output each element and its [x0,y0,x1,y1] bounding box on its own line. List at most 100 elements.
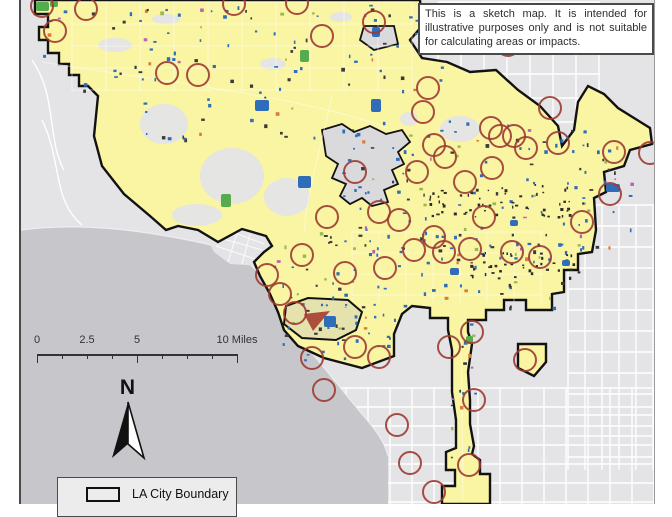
scale-bar: 0 2.5 5 10 Miles [0,332,300,372]
project-site-marker [398,451,422,475]
project-site-marker [472,205,496,229]
project-site-marker [30,0,54,18]
park-patch [221,194,231,207]
scale-tick [87,354,88,359]
scale-label-0: 0 [33,334,41,346]
project-site-marker [457,453,481,477]
gray-patch [140,104,188,144]
project-site-marker [638,141,654,165]
gray-patch [330,12,352,22]
project-site-marker [310,24,334,48]
project-site-marker [268,282,292,306]
project-site-marker [538,96,562,120]
project-site-marker [513,348,537,372]
legend: LA City Boundary [57,477,237,517]
project-site-circles-layer [30,0,654,504]
project-site-marker [500,240,524,264]
gray-patch [98,38,132,52]
water-patch [371,99,381,112]
disclaimer-note: This is a sketch map. It is intended for… [418,3,654,55]
legend-item-label: LA City Boundary [132,487,229,501]
scale-label-25: 2.5 [79,334,95,346]
beverly-hills-enclave [320,123,412,207]
project-site-marker [387,208,411,232]
gray-patch [440,116,480,142]
project-site-marker [283,301,307,325]
project-site-marker [602,140,626,164]
gray-patch [260,58,286,70]
north-arrow-icon [112,401,146,461]
water-patch [324,316,336,327]
project-site-marker [433,145,457,169]
project-site-marker [290,243,314,267]
project-site-marker [570,210,594,234]
gray-patch [172,204,222,226]
sketch-map-page: { "disclaimer": { "text": "This is a ske… [0,0,655,517]
water-patch [562,260,570,266]
project-site-marker [367,345,391,369]
scale-tick [212,354,213,359]
project-site-marker [437,335,461,359]
project-site-marker [502,124,526,148]
project-site-marker [458,237,482,261]
project-site-marker [315,205,339,229]
scale-tick [137,354,138,363]
scale-label-10-miles: 10 Miles [216,334,258,346]
scale-tick [62,354,63,359]
project-site-marker [333,261,357,285]
gray-patch [200,148,264,204]
scale-tick [112,354,113,359]
project-site-marker [343,335,367,359]
project-site-marker [416,76,440,100]
project-site-marker [460,320,484,344]
project-site-marker [312,378,336,402]
project-site-marker [373,256,397,280]
park-patches-layer [36,1,473,344]
project-site-marker [453,170,477,194]
mountain-gray-patches [98,12,480,226]
project-site-marker [186,63,210,87]
project-site-marker [300,346,324,370]
project-site-marker [222,0,246,16]
project-site-marker [74,0,98,21]
disclaimer-text: This is a sketch map. It is intended for… [425,8,647,48]
project-site-marker [285,0,309,15]
water-patch [255,100,269,111]
scale-tick [237,354,238,363]
park-patch [300,50,309,62]
project-site-marker [405,160,429,184]
gray-patch [264,178,310,216]
scale-label-5: 5 [133,334,141,346]
project-site-marker [422,480,446,504]
project-site-marker [528,245,552,269]
project-site-marker [432,240,456,264]
water-patch [450,268,459,275]
project-site-marker [546,131,570,155]
project-site-marker [343,160,367,184]
ocean [21,226,388,504]
north-arrow: N [100,376,156,466]
project-site-marker [488,124,512,148]
project-site-marker [385,413,409,437]
scale-tick [162,354,163,359]
project-site-marker [43,19,67,43]
project-site-marker [255,263,279,287]
north-label: N [119,376,137,399]
scale-tick [37,354,38,363]
park-patch [36,2,49,11]
city-block-southeast [516,342,548,378]
road-grid-inside-city [41,1,542,501]
project-site-marker [367,200,391,224]
project-site-marker [480,156,504,180]
project-site-marker [479,116,503,140]
la-city-boundary-swatch [86,487,120,502]
scale-tick [187,354,188,359]
project-site-marker [155,61,179,85]
gray-patch [152,14,180,24]
project-site-marker [514,136,538,160]
land-use-speckle-layer [43,4,634,459]
project-site-marker [362,10,386,34]
project-site-marker [402,238,426,262]
water-patch [298,176,311,188]
project-site-marker [411,100,435,124]
